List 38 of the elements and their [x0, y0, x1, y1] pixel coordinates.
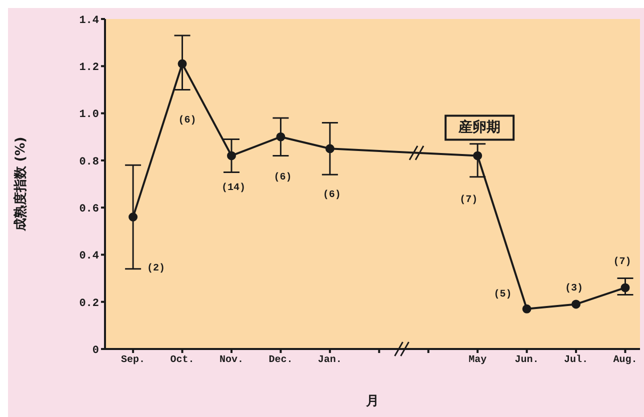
- annotation: (6): [274, 171, 292, 184]
- annotation: (6): [178, 114, 196, 126]
- annotation: (7): [460, 194, 478, 206]
- point: [276, 132, 286, 142]
- x-tick-label: Aug.: [613, 355, 638, 366]
- y-tick-label: 1.0: [79, 109, 99, 122]
- x-tick-label: Oct.: [170, 355, 194, 366]
- y-axis-title: 成熟度指数 (%): [12, 136, 29, 232]
- annotation: (14): [221, 182, 246, 194]
- y-tick-label: 0: [92, 344, 99, 357]
- annotation: (3): [565, 282, 584, 295]
- annotation: (5): [494, 288, 512, 300]
- y-tick-label: 0.4: [79, 250, 100, 263]
- y-tick-label: 0.8: [79, 156, 100, 168]
- y-tick-label: 1.4: [79, 14, 100, 27]
- point: [522, 304, 532, 314]
- x-tick-label: May: [468, 355, 487, 366]
- annotation: 産卵期: [458, 118, 501, 136]
- point: [572, 300, 581, 309]
- y-tick-label: 1.2: [79, 62, 99, 74]
- x-tick-label: Jan.: [318, 355, 342, 366]
- x-tick-label: Sep.: [121, 355, 146, 366]
- point: [128, 212, 138, 222]
- point: [226, 151, 236, 160]
- point: [473, 151, 482, 160]
- x-tick-label: Jun.: [514, 355, 539, 366]
- annotation: (2): [147, 262, 166, 274]
- point: [178, 59, 187, 68]
- x-tick-label: Dec.: [268, 355, 293, 366]
- y-tick-label: 0.2: [79, 298, 99, 310]
- x-axis-title: 月: [365, 394, 379, 409]
- point: [620, 283, 630, 292]
- x-tick-label: Nov.: [219, 355, 244, 366]
- point: [325, 144, 334, 154]
- x-tick-label: Jul.: [564, 354, 588, 366]
- y-tick-label: 0.6: [79, 203, 99, 216]
- annotation: (7): [613, 256, 632, 268]
- annotation: (6): [322, 189, 341, 202]
